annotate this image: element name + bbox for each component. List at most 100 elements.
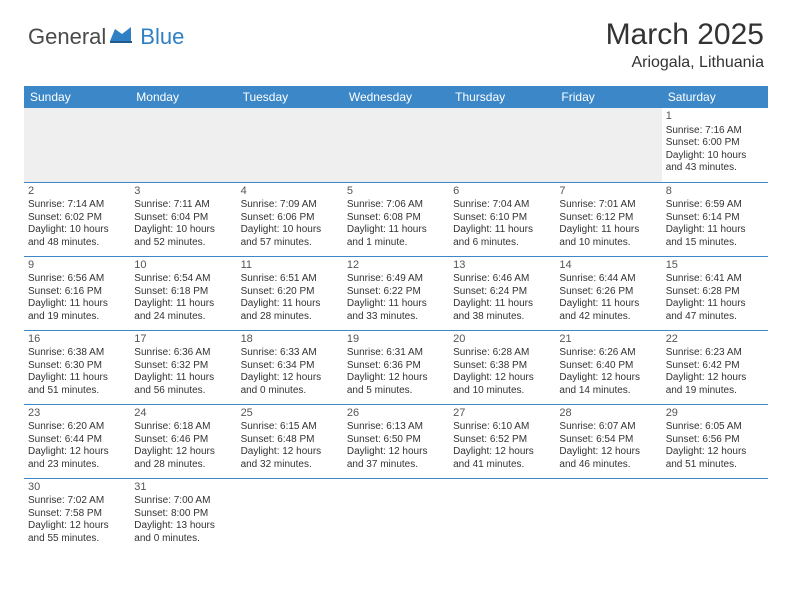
day-number: 1 bbox=[666, 110, 764, 124]
sunrise-text: Sunrise: 6:20 AM bbox=[28, 421, 126, 434]
logo-text-blue: Blue bbox=[140, 24, 184, 50]
day-number: 26 bbox=[347, 407, 445, 421]
sunrise-text: Sunrise: 6:31 AM bbox=[347, 347, 445, 360]
empty-day-cell bbox=[237, 108, 343, 182]
sunset-text: Sunset: 6:02 PM bbox=[28, 212, 126, 225]
day-number: 25 bbox=[241, 407, 339, 421]
day-number: 4 bbox=[241, 185, 339, 199]
day-cell: 20Sunrise: 6:28 AMSunset: 6:38 PMDayligh… bbox=[449, 330, 555, 404]
daylight-text: Daylight: 11 hours and 42 minutes. bbox=[559, 298, 657, 323]
empty-day-cell bbox=[237, 478, 343, 552]
day-cell: 1Sunrise: 7:16 AMSunset: 6:00 PMDaylight… bbox=[662, 108, 768, 182]
daylight-text: Daylight: 12 hours and 23 minutes. bbox=[28, 446, 126, 471]
sunrise-text: Sunrise: 6:54 AM bbox=[134, 273, 232, 286]
day-number: 13 bbox=[453, 259, 551, 273]
day-number: 7 bbox=[559, 185, 657, 199]
weekday-header: Sunday bbox=[24, 86, 130, 108]
daylight-text: Daylight: 11 hours and 51 minutes. bbox=[28, 372, 126, 397]
daylight-text: Daylight: 11 hours and 6 minutes. bbox=[453, 224, 551, 249]
daylight-text: Daylight: 11 hours and 47 minutes. bbox=[666, 298, 764, 323]
sunrise-text: Sunrise: 6:44 AM bbox=[559, 273, 657, 286]
sunset-text: Sunset: 6:36 PM bbox=[347, 360, 445, 373]
sunrise-text: Sunrise: 6:15 AM bbox=[241, 421, 339, 434]
daylight-text: Daylight: 10 hours and 57 minutes. bbox=[241, 224, 339, 249]
day-number: 9 bbox=[28, 259, 126, 273]
location: Ariogala, Lithuania bbox=[606, 54, 764, 72]
daylight-text: Daylight: 11 hours and 56 minutes. bbox=[134, 372, 232, 397]
calendar-week-row: 16Sunrise: 6:38 AMSunset: 6:30 PMDayligh… bbox=[24, 330, 768, 404]
calendar-table: SundayMondayTuesdayWednesdayThursdayFrid… bbox=[24, 86, 768, 552]
sunrise-text: Sunrise: 6:56 AM bbox=[28, 273, 126, 286]
calendar-week-row: 30Sunrise: 7:02 AMSunset: 7:58 PMDayligh… bbox=[24, 478, 768, 552]
empty-day-cell bbox=[130, 108, 236, 182]
day-number: 28 bbox=[559, 407, 657, 421]
calendar-week-row: 2Sunrise: 7:14 AMSunset: 6:02 PMDaylight… bbox=[24, 182, 768, 256]
sunset-text: Sunset: 6:54 PM bbox=[559, 434, 657, 447]
day-number: 22 bbox=[666, 333, 764, 347]
sunset-text: Sunset: 6:30 PM bbox=[28, 360, 126, 373]
daylight-text: Daylight: 12 hours and 0 minutes. bbox=[241, 372, 339, 397]
sunrise-text: Sunrise: 7:14 AM bbox=[28, 199, 126, 212]
sunset-text: Sunset: 6:52 PM bbox=[453, 434, 551, 447]
empty-day-cell bbox=[343, 108, 449, 182]
sunrise-text: Sunrise: 6:18 AM bbox=[134, 421, 232, 434]
daylight-text: Daylight: 11 hours and 38 minutes. bbox=[453, 298, 551, 323]
daylight-text: Daylight: 12 hours and 19 minutes. bbox=[666, 372, 764, 397]
day-cell: 2Sunrise: 7:14 AMSunset: 6:02 PMDaylight… bbox=[24, 182, 130, 256]
day-number: 17 bbox=[134, 333, 232, 347]
empty-day-cell bbox=[343, 478, 449, 552]
sunrise-text: Sunrise: 7:00 AM bbox=[134, 495, 232, 508]
sunrise-text: Sunrise: 6:36 AM bbox=[134, 347, 232, 360]
sunset-text: Sunset: 6:24 PM bbox=[453, 286, 551, 299]
daylight-text: Daylight: 11 hours and 10 minutes. bbox=[559, 224, 657, 249]
day-cell: 18Sunrise: 6:33 AMSunset: 6:34 PMDayligh… bbox=[237, 330, 343, 404]
day-number: 23 bbox=[28, 407, 126, 421]
day-cell: 22Sunrise: 6:23 AMSunset: 6:42 PMDayligh… bbox=[662, 330, 768, 404]
day-cell: 29Sunrise: 6:05 AMSunset: 6:56 PMDayligh… bbox=[662, 404, 768, 478]
day-number: 30 bbox=[28, 481, 126, 495]
header: General Blue March 2025 Ariogala, Lithua… bbox=[0, 0, 792, 80]
sunset-text: Sunset: 6:50 PM bbox=[347, 434, 445, 447]
sunset-text: Sunset: 6:04 PM bbox=[134, 212, 232, 225]
sunrise-text: Sunrise: 6:41 AM bbox=[666, 273, 764, 286]
sunset-text: Sunset: 6:32 PM bbox=[134, 360, 232, 373]
day-number: 29 bbox=[666, 407, 764, 421]
sunrise-text: Sunrise: 6:46 AM bbox=[453, 273, 551, 286]
daylight-text: Daylight: 12 hours and 10 minutes. bbox=[453, 372, 551, 397]
daylight-text: Daylight: 11 hours and 19 minutes. bbox=[28, 298, 126, 323]
day-cell: 30Sunrise: 7:02 AMSunset: 7:58 PMDayligh… bbox=[24, 478, 130, 552]
calendar-week-row: 23Sunrise: 6:20 AMSunset: 6:44 PMDayligh… bbox=[24, 404, 768, 478]
logo-text-general: General bbox=[28, 24, 106, 50]
weekday-header: Tuesday bbox=[237, 86, 343, 108]
day-cell: 6Sunrise: 7:04 AMSunset: 6:10 PMDaylight… bbox=[449, 182, 555, 256]
weekday-header: Wednesday bbox=[343, 86, 449, 108]
daylight-text: Daylight: 12 hours and 55 minutes. bbox=[28, 520, 126, 545]
logo: General Blue bbox=[28, 24, 184, 50]
daylight-text: Daylight: 10 hours and 52 minutes. bbox=[134, 224, 232, 249]
sunrise-text: Sunrise: 7:06 AM bbox=[347, 199, 445, 212]
day-number: 15 bbox=[666, 259, 764, 273]
daylight-text: Daylight: 12 hours and 41 minutes. bbox=[453, 446, 551, 471]
weekday-header-row: SundayMondayTuesdayWednesdayThursdayFrid… bbox=[24, 86, 768, 108]
day-number: 14 bbox=[559, 259, 657, 273]
sunrise-text: Sunrise: 7:16 AM bbox=[666, 125, 764, 138]
day-cell: 31Sunrise: 7:00 AMSunset: 8:00 PMDayligh… bbox=[130, 478, 236, 552]
sunset-text: Sunset: 6:12 PM bbox=[559, 212, 657, 225]
logo-flag-icon bbox=[110, 25, 136, 50]
day-number: 19 bbox=[347, 333, 445, 347]
title-block: March 2025 Ariogala, Lithuania bbox=[606, 18, 764, 72]
sunrise-text: Sunrise: 6:28 AM bbox=[453, 347, 551, 360]
sunset-text: Sunset: 6:42 PM bbox=[666, 360, 764, 373]
sunset-text: Sunset: 6:46 PM bbox=[134, 434, 232, 447]
sunrise-text: Sunrise: 7:02 AM bbox=[28, 495, 126, 508]
sunrise-text: Sunrise: 6:33 AM bbox=[241, 347, 339, 360]
sunrise-text: Sunrise: 6:23 AM bbox=[666, 347, 764, 360]
day-cell: 13Sunrise: 6:46 AMSunset: 6:24 PMDayligh… bbox=[449, 256, 555, 330]
daylight-text: Daylight: 11 hours and 33 minutes. bbox=[347, 298, 445, 323]
day-cell: 4Sunrise: 7:09 AMSunset: 6:06 PMDaylight… bbox=[237, 182, 343, 256]
sunset-text: Sunset: 6:40 PM bbox=[559, 360, 657, 373]
day-number: 24 bbox=[134, 407, 232, 421]
daylight-text: Daylight: 11 hours and 24 minutes. bbox=[134, 298, 232, 323]
sunset-text: Sunset: 6:34 PM bbox=[241, 360, 339, 373]
sunset-text: Sunset: 8:00 PM bbox=[134, 508, 232, 521]
